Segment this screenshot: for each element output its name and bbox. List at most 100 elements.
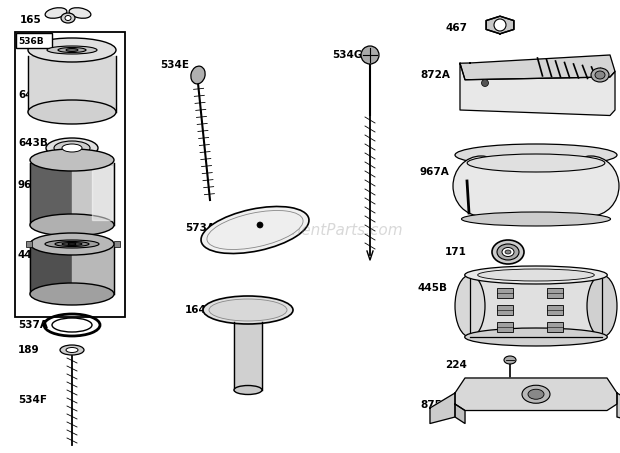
Polygon shape: [460, 55, 615, 80]
Ellipse shape: [461, 212, 611, 226]
Text: 643B: 643B: [18, 138, 48, 148]
Text: 534G: 534G: [332, 50, 362, 60]
FancyBboxPatch shape: [16, 33, 52, 48]
Ellipse shape: [234, 386, 262, 395]
Ellipse shape: [595, 71, 605, 79]
Ellipse shape: [45, 8, 67, 18]
Circle shape: [482, 79, 489, 87]
Ellipse shape: [62, 144, 82, 152]
Ellipse shape: [66, 347, 78, 352]
Text: 967A: 967A: [420, 167, 449, 177]
Bar: [547, 288, 563, 298]
Ellipse shape: [504, 356, 516, 364]
Ellipse shape: [61, 13, 75, 23]
Ellipse shape: [54, 141, 90, 155]
Ellipse shape: [505, 250, 511, 254]
Text: 164: 164: [185, 305, 207, 315]
Ellipse shape: [522, 385, 550, 403]
Text: 189: 189: [18, 345, 40, 355]
Bar: [114, 241, 120, 247]
Ellipse shape: [209, 299, 287, 321]
Ellipse shape: [528, 389, 544, 399]
Polygon shape: [617, 393, 620, 424]
Ellipse shape: [455, 144, 617, 166]
Ellipse shape: [465, 266, 607, 284]
Bar: [497, 322, 513, 332]
Polygon shape: [92, 165, 112, 220]
Ellipse shape: [30, 233, 114, 255]
Ellipse shape: [28, 100, 116, 124]
Ellipse shape: [65, 15, 71, 20]
Ellipse shape: [453, 156, 509, 216]
Ellipse shape: [58, 48, 86, 53]
Text: 445B: 445B: [418, 283, 448, 293]
Text: 536B: 536B: [18, 37, 43, 45]
Ellipse shape: [55, 241, 89, 246]
Text: eReplacementParts.com: eReplacementParts.com: [216, 222, 404, 237]
Circle shape: [494, 19, 506, 31]
Ellipse shape: [60, 345, 84, 355]
Text: 165: 165: [20, 15, 42, 25]
Polygon shape: [30, 247, 72, 294]
Polygon shape: [481, 160, 591, 219]
Ellipse shape: [587, 275, 617, 337]
Ellipse shape: [68, 243, 76, 245]
Ellipse shape: [492, 240, 524, 264]
Polygon shape: [30, 163, 72, 225]
Ellipse shape: [465, 328, 607, 346]
Polygon shape: [28, 56, 116, 112]
Ellipse shape: [191, 66, 205, 84]
Ellipse shape: [203, 296, 293, 324]
Ellipse shape: [467, 154, 605, 172]
Ellipse shape: [502, 247, 514, 256]
Bar: [497, 288, 513, 298]
Ellipse shape: [46, 138, 98, 158]
Bar: [547, 305, 563, 315]
Polygon shape: [486, 16, 514, 34]
Text: 534E: 534E: [160, 60, 189, 70]
Text: 534F: 534F: [18, 395, 47, 405]
Ellipse shape: [591, 68, 609, 82]
Circle shape: [257, 222, 263, 228]
Ellipse shape: [28, 38, 116, 62]
Polygon shape: [470, 275, 602, 337]
Ellipse shape: [52, 318, 92, 332]
Polygon shape: [455, 378, 617, 410]
Ellipse shape: [30, 214, 114, 236]
Bar: [15, 32, 125, 317]
Ellipse shape: [62, 242, 82, 246]
Bar: [497, 305, 513, 315]
Ellipse shape: [45, 240, 99, 248]
Bar: [547, 322, 563, 332]
Text: 171: 171: [445, 247, 467, 257]
Text: 872A: 872A: [420, 70, 450, 80]
Text: 967: 967: [18, 180, 40, 190]
Ellipse shape: [30, 283, 114, 305]
Text: 573A: 573A: [185, 223, 215, 233]
Polygon shape: [234, 322, 262, 390]
Circle shape: [361, 46, 379, 64]
Text: 875A: 875A: [420, 400, 450, 410]
Text: 445A: 445A: [18, 250, 48, 260]
Ellipse shape: [201, 207, 309, 254]
Ellipse shape: [563, 156, 619, 216]
Ellipse shape: [47, 46, 97, 54]
Polygon shape: [486, 16, 514, 34]
Polygon shape: [72, 163, 114, 225]
Polygon shape: [72, 247, 114, 294]
Ellipse shape: [66, 48, 78, 52]
Text: 467: 467: [445, 23, 467, 33]
Ellipse shape: [455, 275, 485, 337]
Text: 224: 224: [445, 360, 467, 370]
Ellipse shape: [497, 244, 519, 260]
Polygon shape: [430, 393, 455, 424]
Bar: [26, 241, 32, 247]
Text: 537A: 537A: [18, 320, 48, 330]
Polygon shape: [455, 404, 465, 424]
Ellipse shape: [207, 211, 303, 250]
Text: 642: 642: [18, 90, 40, 100]
Ellipse shape: [69, 8, 91, 18]
Ellipse shape: [477, 269, 595, 281]
Ellipse shape: [30, 149, 114, 171]
Polygon shape: [460, 63, 615, 116]
